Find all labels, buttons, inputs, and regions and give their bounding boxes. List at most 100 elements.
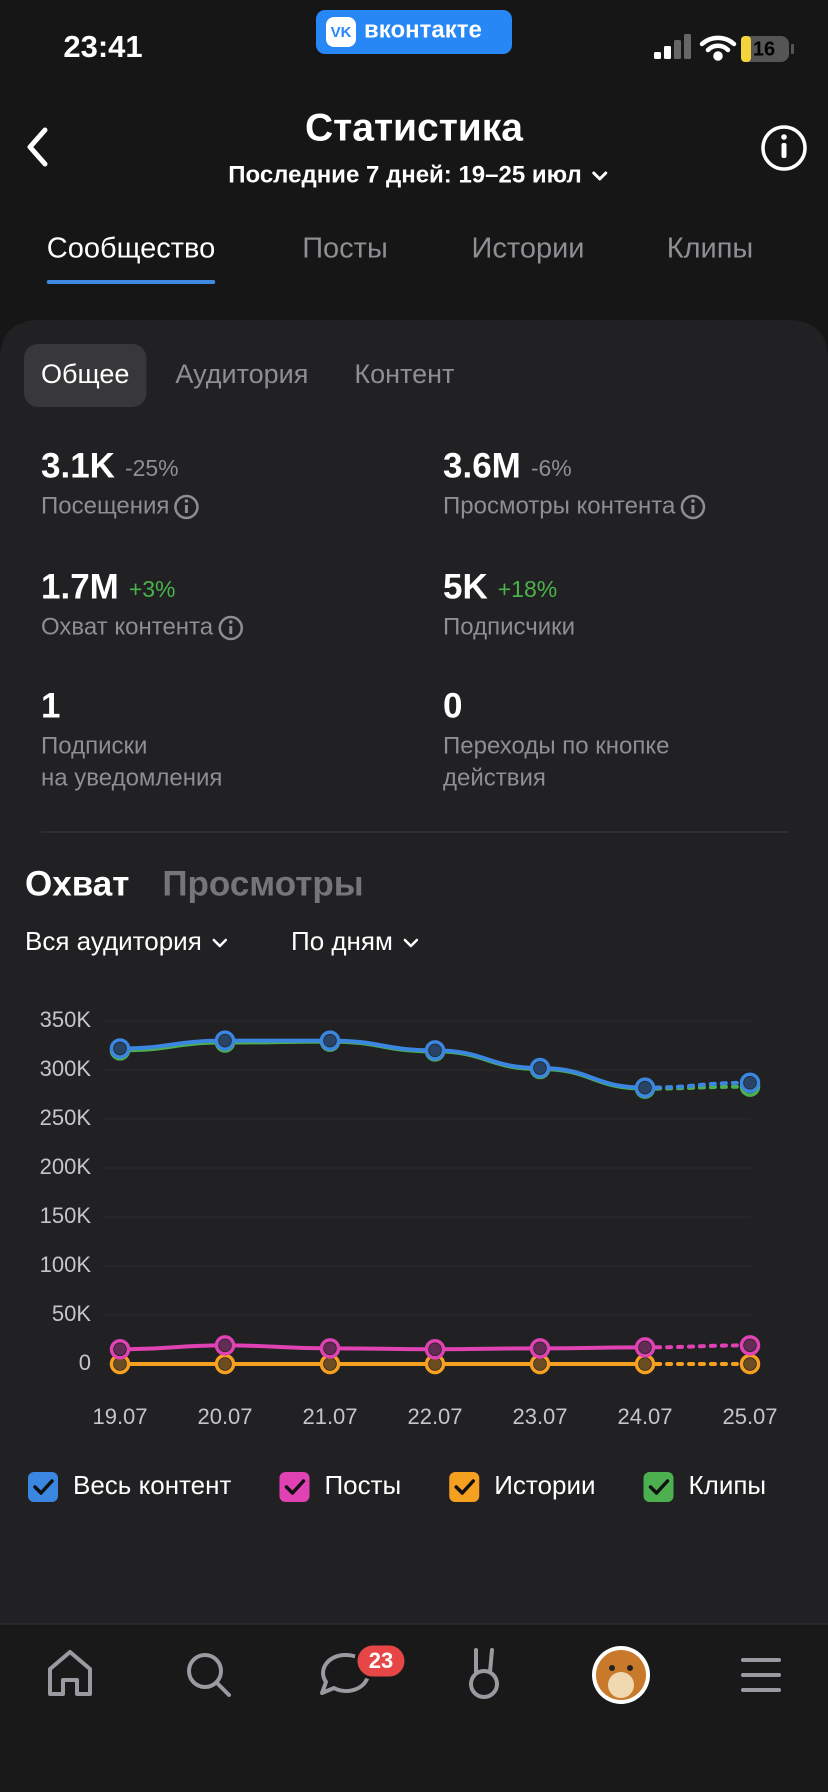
section-tabs: Охват Просмотры [25, 864, 364, 903]
data-point-fill [429, 1358, 441, 1370]
stat: 3.6M -6% Просмотры контента [443, 446, 706, 520]
legend-label: Клипы [689, 1470, 767, 1500]
legend-checkbox [28, 1472, 58, 1502]
stat-change: +3% [129, 576, 176, 602]
stat-value: 1 [41, 686, 60, 725]
legend-check [33, 1479, 54, 1495]
tab[interactable]: Посты [302, 233, 388, 265]
data-point [319, 1338, 341, 1359]
y-tick-label: 200K [40, 1154, 92, 1179]
nav-clips[interactable] [469, 1648, 499, 1699]
stat-value: 5K [443, 567, 488, 606]
legend-item[interactable]: Клипы [643, 1470, 767, 1502]
data-point-fill [324, 1358, 336, 1370]
series-line [643, 1343, 752, 1350]
stat-change: -6% [531, 455, 572, 481]
data-point-fill [429, 1343, 441, 1356]
nav-home[interactable] [48, 1650, 92, 1696]
period-selector[interactable]: Последние 7 дней: 19–25 июл [228, 161, 582, 188]
x-tick-label: 23.07 [512, 1404, 567, 1429]
x-tick-label: 19.07 [92, 1404, 147, 1429]
data-point-fill [324, 1342, 336, 1355]
nav-menu[interactable] [741, 1658, 781, 1692]
data-point-fill [219, 1358, 231, 1370]
filter[interactable]: Вся аудитория [25, 926, 202, 956]
legend: Весь контент Посты Истории Клипы [28, 1470, 766, 1502]
data-point [214, 1030, 236, 1051]
section-tab[interactable]: Просмотры [162, 864, 363, 903]
x-tick-label: 24.07 [617, 1404, 672, 1429]
stat-label: Посещения [41, 492, 169, 519]
info-icon[interactable] [218, 615, 244, 641]
info-button[interactable] [761, 125, 807, 171]
x-tick-label: 22.07 [407, 1404, 462, 1429]
subtab[interactable]: Контент [354, 359, 454, 389]
data-point-fill [639, 1358, 651, 1370]
data-point [634, 1337, 656, 1358]
app-badge-text: вконтакте [364, 16, 482, 43]
vk-logo-mark: VK [331, 24, 352, 41]
subtab-label: Контент [354, 359, 454, 389]
signal [654, 34, 691, 59]
chevron [212, 938, 228, 948]
y-tick-label: 250K [40, 1105, 92, 1130]
data-point [214, 1335, 236, 1356]
legend-check [284, 1479, 306, 1495]
battery-text: 16 [753, 38, 775, 60]
y-tick-label: 100K [40, 1252, 92, 1277]
info-icon-stem [691, 505, 695, 513]
filter[interactable]: По дням [291, 926, 393, 956]
messages-badge-text: 23 [369, 1648, 393, 1673]
stat-label: Охват контента [41, 613, 214, 640]
subtab-label: Общее [41, 359, 129, 389]
subtab[interactable]: Аудитория [175, 359, 308, 389]
data-point-fill [114, 1358, 126, 1370]
legend-item[interactable]: Посты [279, 1470, 401, 1502]
stat: 0 Переходы по кнопке действия [443, 686, 669, 791]
data-point [739, 1072, 761, 1093]
info-icon-stem [184, 505, 188, 513]
subtab[interactable]: Общее [24, 344, 147, 407]
tab[interactable]: Клипы [667, 233, 754, 265]
legend-check [648, 1479, 670, 1495]
info-icon[interactable] [174, 494, 199, 520]
battery-tip [791, 44, 794, 54]
bottom-nav [0, 1624, 828, 1792]
info-icon[interactable] [680, 494, 706, 520]
subtab-pill [24, 344, 147, 407]
messages-badge [354, 1642, 408, 1680]
stat: 5K +18% Подписчики [443, 567, 575, 640]
stat-value: 3.1K [41, 446, 115, 485]
legend-item[interactable]: Весь контент [28, 1470, 231, 1502]
section-tab[interactable]: Охват [25, 864, 129, 903]
series-line [118, 1343, 647, 1352]
nav-search[interactable] [187, 1653, 231, 1697]
legend-label: Посты [324, 1470, 401, 1500]
stat-label: Подписчики [443, 613, 575, 640]
info-icon-stem [229, 626, 233, 634]
stat: 3.1K -25% Посещения [41, 446, 199, 520]
data-point-fill [324, 1034, 336, 1047]
stat-label: Подписки [41, 732, 147, 759]
y-tick-label: 300K [40, 1056, 92, 1081]
back-button[interactable] [27, 127, 48, 167]
vk-logo [326, 17, 356, 47]
data-point [634, 1077, 656, 1098]
data-point-fill [744, 1358, 756, 1370]
data-point-fill [534, 1342, 546, 1355]
wifi [699, 35, 737, 61]
data-point [529, 1057, 551, 1079]
subtabs: Общее Аудитория Контент [24, 344, 454, 407]
nav-profile[interactable] [592, 1646, 650, 1704]
tab[interactable]: Истории [472, 233, 585, 265]
data-point [739, 1335, 761, 1356]
card [0, 320, 828, 1624]
stat-label: на уведомления [41, 764, 222, 791]
stat-label: действия [443, 764, 546, 791]
legend-item[interactable]: Истории [449, 1470, 596, 1502]
tab[interactable]: Сообщество [47, 233, 215, 265]
stat-value: 0 [443, 686, 462, 725]
chevron [592, 171, 608, 181]
stat-label: Переходы по кнопке [443, 732, 669, 759]
legend-checkbox [449, 1472, 480, 1502]
